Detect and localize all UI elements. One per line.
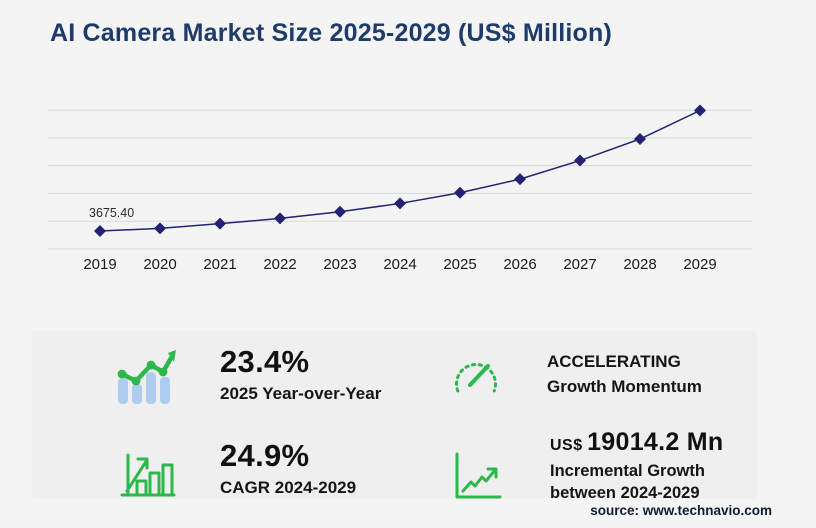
momentum-value: ACCELERATING <box>547 352 681 371</box>
stat-momentum: ACCELERATING Growth Momentum <box>447 350 737 410</box>
source-attribution: source: www.technavio.com <box>590 503 772 518</box>
data-point-marker <box>694 104 706 117</box>
data-point-marker <box>94 225 106 238</box>
incremental-currency: US$ <box>550 437 583 454</box>
incremental-label-line1: Incremental Growth <box>550 462 705 480</box>
cagr-value: 24.9% <box>220 438 310 473</box>
x-tick-label: 2022 <box>263 256 296 273</box>
yoy-value: 23.4% <box>220 344 310 379</box>
data-point-marker <box>214 217 226 230</box>
x-tick-label: 2026 <box>503 256 536 273</box>
incremental-label-line2: between 2024-2029 <box>550 483 700 502</box>
momentum-label: Growth Momentum <box>547 376 702 396</box>
data-point-marker <box>634 133 646 146</box>
cagr-label: CAGR 2024-2029 <box>220 477 357 497</box>
data-point-marker <box>154 222 166 235</box>
data-point-marker <box>514 173 526 186</box>
data-point-marker <box>274 212 286 225</box>
line-chart-canvas: 2019 2020 2021 2022 2023 2024 2025 2026 2027 2028… <box>48 104 752 273</box>
x-tick-label: 2028 <box>623 256 656 273</box>
stat-yoy: 23.4% 2025 Year-over-Year <box>112 344 402 414</box>
market-size-chart: 2019 2020 2021 2022 2023 2024 2025 2026 2027 2028… <box>48 104 752 273</box>
yoy-label: 2025 Year-over-Year <box>220 383 382 403</box>
incremental-value: 19014.2 Mn <box>587 428 724 456</box>
data-point-marker <box>334 205 346 218</box>
x-tick-label: 2024 <box>383 256 416 273</box>
x-tick-label: 2020 <box>143 256 176 273</box>
line-chart-axes-icon <box>455 452 502 499</box>
data-point-label: 3675.40 <box>89 206 134 220</box>
incremental-value-row: US$ 19014.2 Mn <box>550 428 724 457</box>
data-point-marker <box>394 197 406 210</box>
stat-cagr: 24.9% CAGR 2024-2029 <box>116 438 406 502</box>
data-point-marker <box>454 186 466 199</box>
series-line <box>99 109 701 232</box>
page-title: AI Camera Market Size 2025-2029 (US$ Mil… <box>50 19 613 47</box>
x-tick-label: 2025 <box>443 256 476 273</box>
x-tick-label: 2027 <box>563 256 596 273</box>
bar-line-growth-icon <box>117 350 176 404</box>
x-tick-label: 2019 <box>83 256 116 273</box>
stats-panel: 23.4% 2025 Year-over-Year ACCELERATING G… <box>32 330 757 502</box>
data-point-marker <box>574 154 586 167</box>
x-tick-label: 2021 <box>203 256 236 273</box>
x-tick-label: 2029 <box>683 256 716 273</box>
speedometer-icon <box>455 363 497 393</box>
stat-incremental: US$ 19014.2 Mn Incremental Growth betwee… <box>450 428 750 508</box>
bar-chart-arrow-icon <box>120 453 176 497</box>
x-tick-label: 2023 <box>323 256 356 273</box>
